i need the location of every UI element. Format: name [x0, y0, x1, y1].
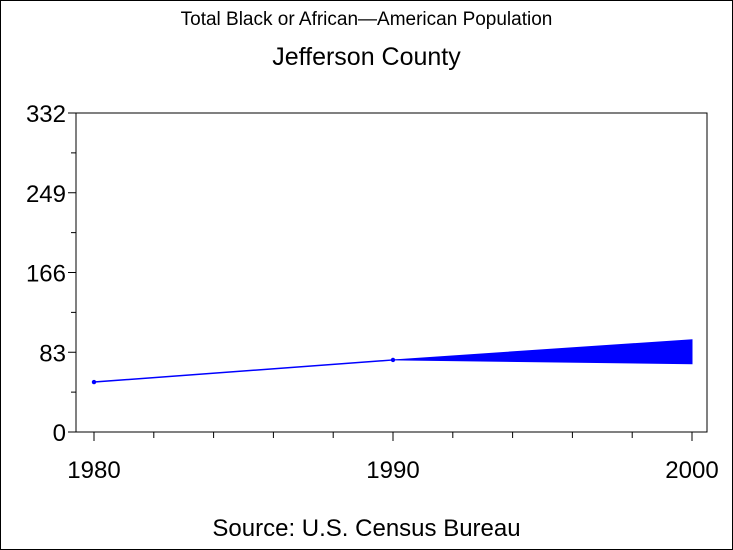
y-tick-label: 166 [26, 261, 66, 288]
y-tick-label: 332 [26, 101, 66, 128]
y-tick-label: 249 [26, 181, 66, 208]
data-point [91, 379, 97, 385]
y-tick-label: 0 [53, 420, 66, 447]
population-line [93, 359, 394, 383]
x-tick-label: 1980 [67, 457, 120, 484]
chart-title: Total Black or African—American Populati… [180, 9, 553, 30]
x-tick-label: 1990 [366, 457, 419, 484]
chart-subtitle: Jefferson County [272, 43, 461, 71]
projection-band [392, 339, 693, 365]
x-tick-label: 2000 [665, 457, 718, 484]
plot-frame [75, 112, 708, 433]
source-note: Source: U.S. Census Bureau [212, 515, 521, 542]
y-tick-label: 83 [39, 340, 66, 367]
